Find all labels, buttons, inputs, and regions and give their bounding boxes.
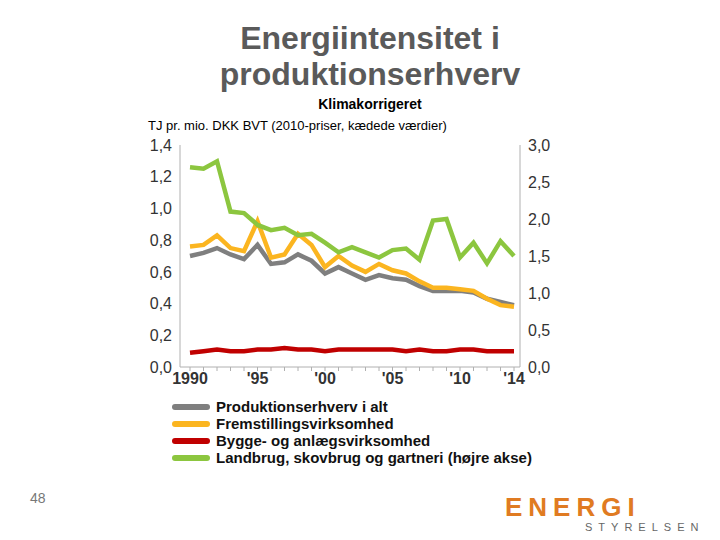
svg-text:'14: '14 xyxy=(503,370,525,387)
html-text:Produktionserhverv i alt: Produktionserhverv i alt xyxy=(216,398,388,415)
html-text:Klimakorrigeret: Klimakorrigeret xyxy=(318,96,422,112)
svg-text:0,0: 0,0 xyxy=(150,359,172,376)
svg-text:0,2: 0,2 xyxy=(150,327,172,344)
html-text:TJ pr. mio. DKK BVT (2010-pris: TJ pr. mio. DKK BVT (2010-priser, kædede… xyxy=(148,118,447,133)
html-text:ENERGI: ENERGI xyxy=(505,492,641,522)
svg-text:1,5: 1,5 xyxy=(528,248,550,265)
svg-text:0,4: 0,4 xyxy=(150,295,172,312)
svg-text:1990: 1990 xyxy=(172,370,208,387)
svg-text:0,5: 0,5 xyxy=(528,322,550,339)
svg-text:0,0: 0,0 xyxy=(528,359,550,376)
svg-text:3,0: 3,0 xyxy=(528,137,550,154)
svg-text:1,2: 1,2 xyxy=(150,168,172,185)
html-text:Fremstillingsvirksomhed: Fremstillingsvirksomhed xyxy=(216,415,394,432)
html-text:Energiintensitet i produktions: Energiintensitet i produktionserhverv xyxy=(219,20,521,92)
html-text:STYRELSEN: STYRELSEN xyxy=(585,521,705,533)
svg-text:1,0: 1,0 xyxy=(528,285,550,302)
svg-text:1,4: 1,4 xyxy=(150,137,172,154)
svg-text:1,0: 1,0 xyxy=(150,200,172,217)
svg-text:'00: '00 xyxy=(314,370,336,387)
svg-text:'95: '95 xyxy=(247,370,269,387)
html-text:Landbrug, skovbrug og gartneri: Landbrug, skovbrug og gartneri (højre ak… xyxy=(216,449,532,466)
svg-text:0,6: 0,6 xyxy=(150,264,172,281)
svg-text:'10: '10 xyxy=(449,370,471,387)
svg-text:'05: '05 xyxy=(382,370,404,387)
html-text:48: 48 xyxy=(30,490,46,506)
html-text:Bygge- og anlægsvirksomhed: Bygge- og anlægsvirksomhed xyxy=(216,432,431,449)
svg-text:2,5: 2,5 xyxy=(528,174,550,191)
svg-text:0,8: 0,8 xyxy=(150,232,172,249)
svg-text:2,0: 2,0 xyxy=(528,211,550,228)
